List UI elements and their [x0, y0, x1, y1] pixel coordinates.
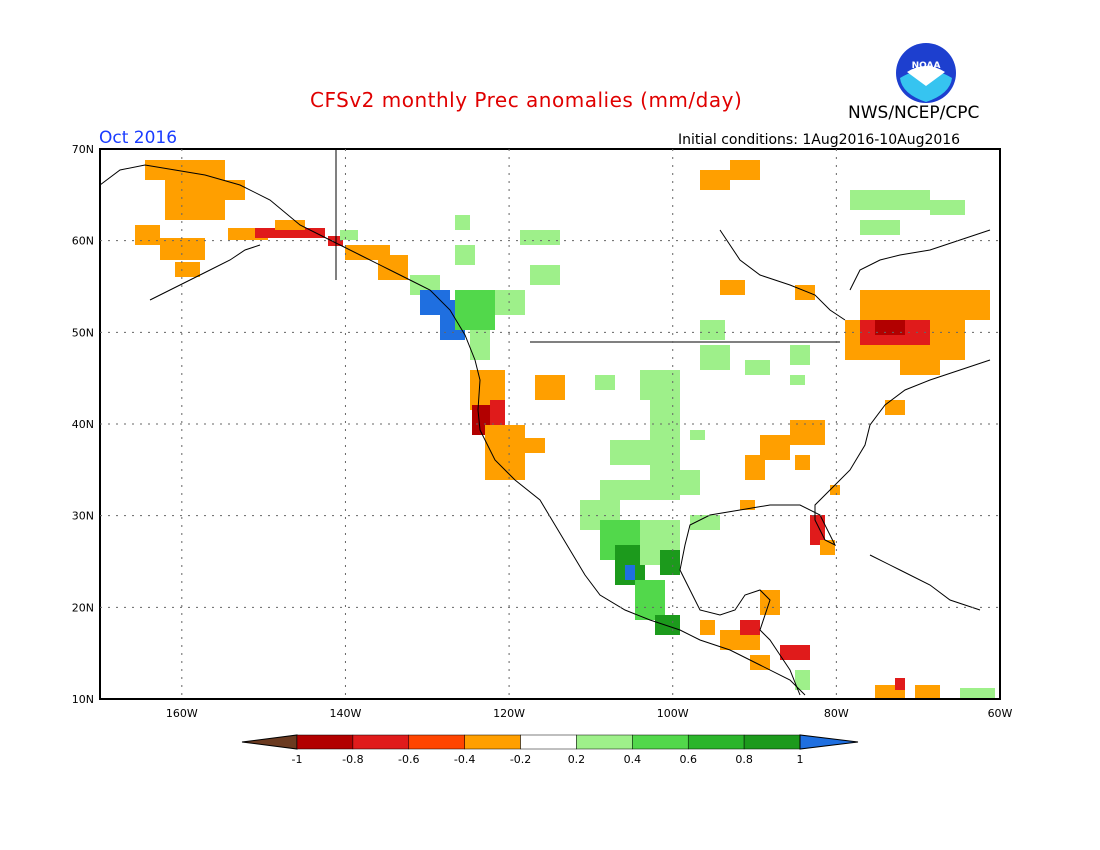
colorbar-label: -0.8 [342, 753, 363, 766]
colorbar: -1 -0.8 -0.6 -0.4 -0.2 0.2 0.4 0.6 0.8 1 [241, 734, 859, 766]
noaa-logo: NOAA [896, 43, 956, 103]
gridlines [100, 149, 1000, 699]
coastlines [99, 164, 991, 696]
longitude-labels: 160W 140W 120W 100W 80W 60W [166, 707, 1013, 720]
logo-text: NOAA [912, 61, 941, 71]
lat-label: 30N [72, 510, 94, 523]
colorbar-label: 0.4 [624, 753, 642, 766]
colorbar-arrow-low [241, 734, 298, 750]
lon-label: 60W [988, 707, 1013, 720]
map-title: CFSv2 monthly Prec anomalies (mm/day) [310, 88, 743, 112]
colorbar-segment [296, 734, 354, 750]
colorbar-label: 0.2 [568, 753, 586, 766]
lon-label: 140W [330, 707, 362, 720]
colorbar-segment [632, 734, 689, 750]
colorbar-arrow-high [799, 734, 859, 750]
colorbar-label: -0.4 [454, 753, 475, 766]
colorbar-segment [687, 734, 745, 750]
colorbar-label: 0.6 [679, 753, 697, 766]
agency-label: NWS/NCEP/CPC [848, 103, 980, 123]
lon-label: 120W [493, 707, 525, 720]
colorbar-label: -0.6 [398, 753, 419, 766]
colorbar-segment [520, 734, 577, 750]
lat-label: 70N [72, 143, 94, 156]
colorbar-label: 0.8 [735, 753, 753, 766]
lat-label: 10N [72, 693, 94, 706]
lon-label: 160W [166, 707, 198, 720]
lat-label: 40N [72, 418, 94, 431]
colorbar-segment [576, 734, 633, 750]
forecast-month: Oct 2016 [99, 128, 178, 148]
colorbar-segment [408, 734, 465, 750]
colorbar-segment [743, 734, 801, 750]
lon-label: 100W [657, 707, 689, 720]
lat-label: 60N [72, 235, 94, 248]
lat-label: 20N [72, 601, 94, 614]
colorbar-segment [464, 734, 521, 750]
lon-label: 80W [824, 707, 849, 720]
initial-conditions: Initial conditions: 1Aug2016-10Aug2016 [678, 132, 961, 148]
latitude-labels: 70N 60N 50N 40N 30N 20N 10N [72, 143, 94, 706]
colorbar-segment [352, 734, 410, 750]
lat-label: 50N [72, 326, 94, 339]
anomaly-field [135, 160, 995, 699]
colorbar-label: -0.2 [510, 753, 531, 766]
colorbar-label: -1 [292, 753, 303, 766]
colorbar-label: 1 [797, 753, 804, 766]
